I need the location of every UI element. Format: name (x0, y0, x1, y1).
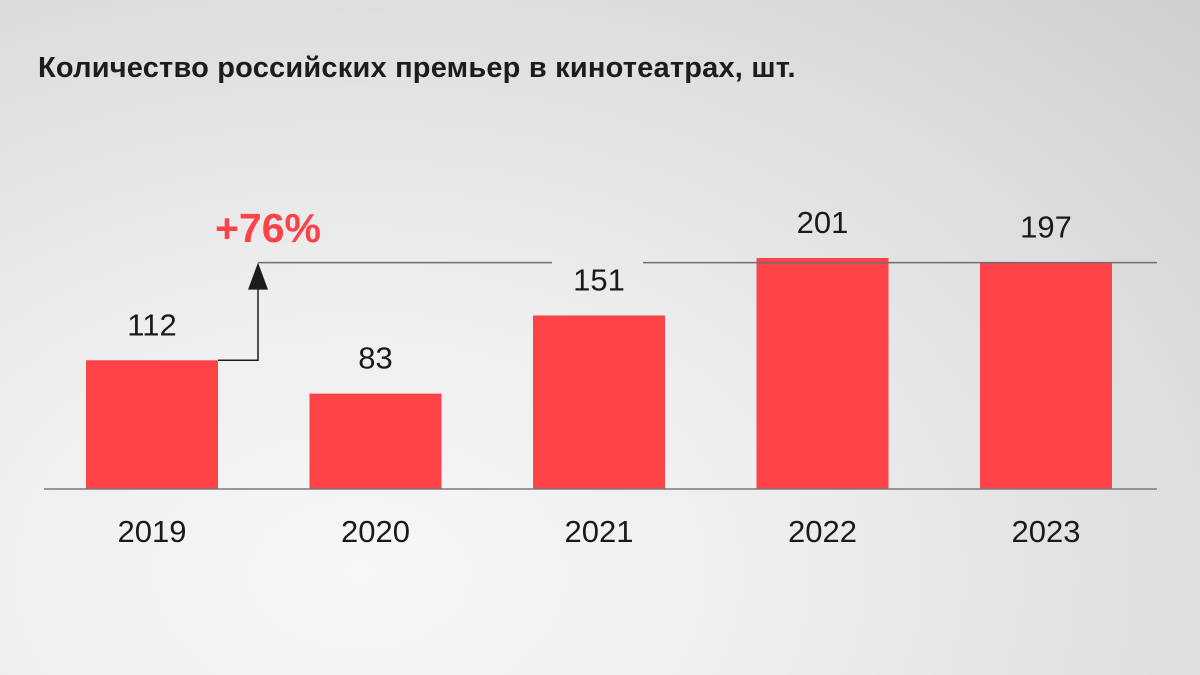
x-tick-label-2023: 2023 (1012, 514, 1081, 549)
arrow-up-icon (248, 262, 268, 290)
bar-2022 (756, 258, 889, 489)
value-label-2022: 201 (797, 205, 849, 240)
chart-title: Количество российских премьер в кинотеат… (38, 52, 796, 84)
x-tick-label-2020: 2020 (341, 514, 410, 549)
growth-annotation-label: +76% (215, 205, 321, 251)
value-label-2023: 197 (1020, 210, 1072, 245)
x-tick-label-2022: 2022 (788, 514, 857, 549)
value-label-2021: 151 (573, 262, 625, 297)
bar-2021 (533, 315, 665, 489)
bar-2023 (980, 262, 1112, 489)
x-tick-label-2021: 2021 (565, 514, 634, 549)
bar-2019 (86, 360, 218, 489)
growth-connector-line (218, 288, 259, 362)
value-label-2019: 112 (127, 307, 176, 342)
bar-2020 (309, 393, 442, 489)
value-label-2020: 83 (358, 341, 392, 376)
x-tick-label-2019: 2019 (118, 514, 187, 549)
